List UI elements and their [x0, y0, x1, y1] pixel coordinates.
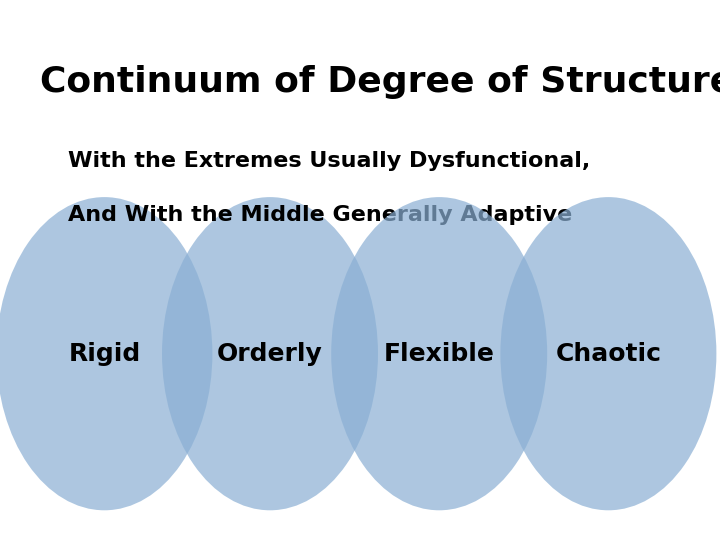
Text: Orderly: Orderly [217, 342, 323, 366]
Text: Flexible: Flexible [384, 342, 495, 366]
Text: Rigid: Rigid [68, 342, 140, 366]
Text: Chaotic: Chaotic [555, 342, 662, 366]
Text: With the Extremes Usually Dysfunctional,: With the Extremes Usually Dysfunctional, [68, 151, 590, 171]
Ellipse shape [162, 197, 378, 510]
Ellipse shape [500, 197, 716, 510]
Ellipse shape [331, 197, 547, 510]
Text: And With the Middle Generally Adaptive: And With the Middle Generally Adaptive [68, 205, 572, 225]
Ellipse shape [0, 197, 212, 510]
Text: Continuum of Degree of Structure: Continuum of Degree of Structure [40, 65, 720, 99]
